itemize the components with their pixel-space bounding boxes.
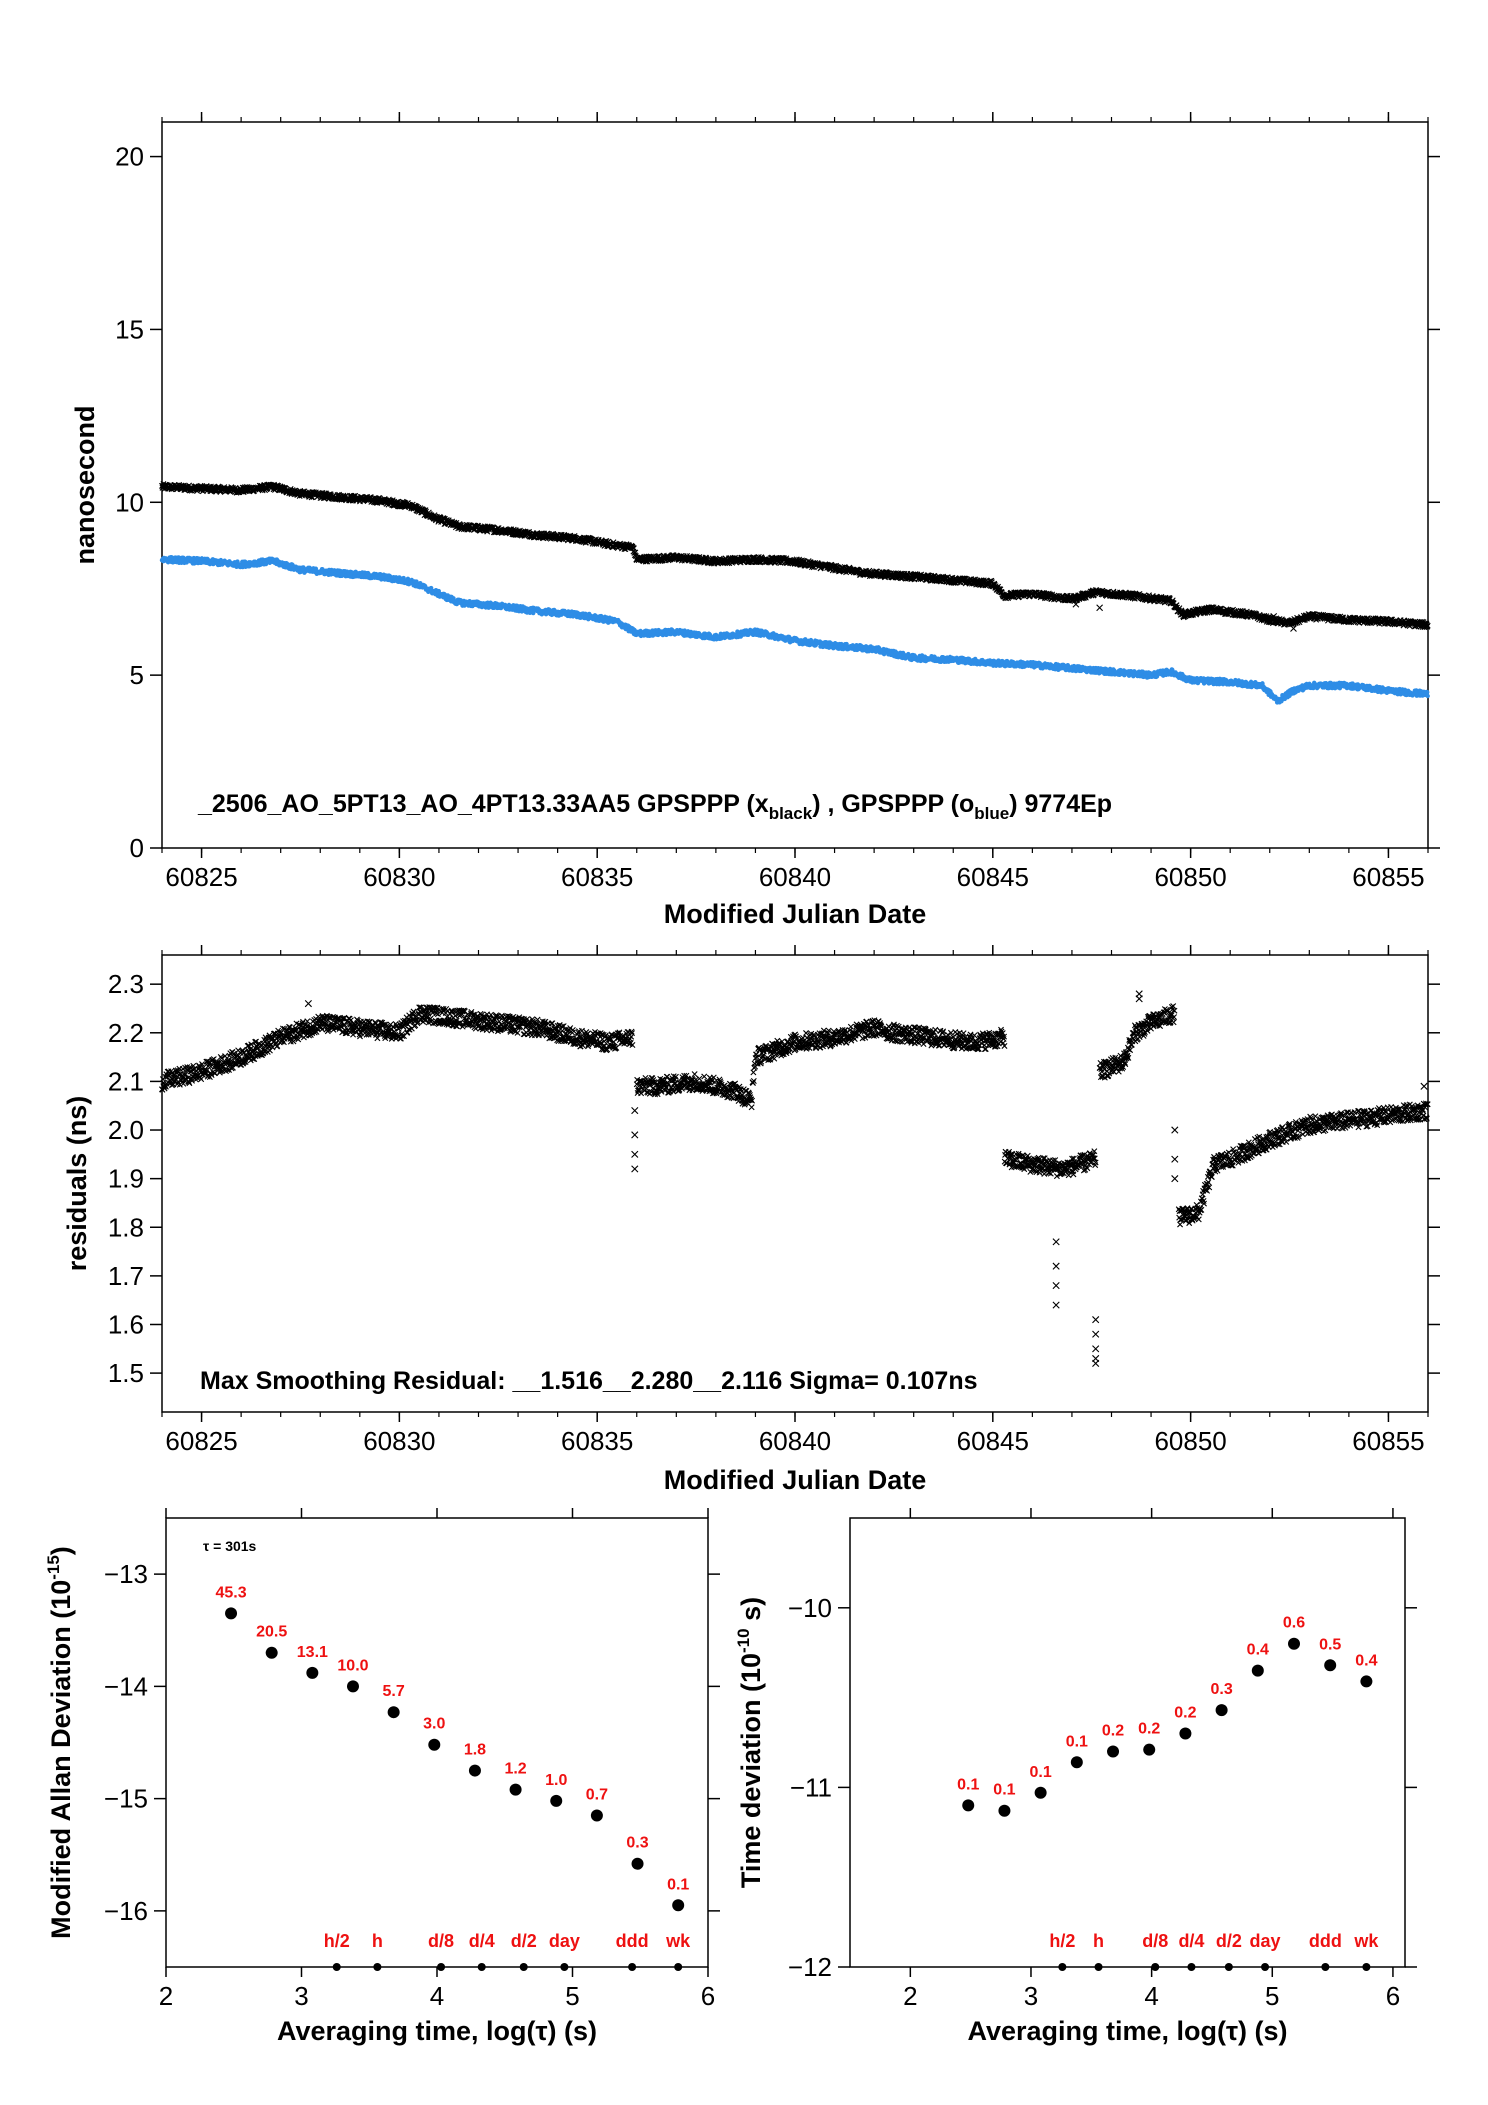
x-tick-label: 60855 [1352,862,1424,892]
phase-series-black [159,481,1431,631]
x-tick-label: 60850 [1154,862,1226,892]
phase-series-blue [159,554,1430,705]
y-tick-label: 0 [130,833,144,863]
phase-plot: 60825 60830 60835 60840 60845 60850 60855 0 5 10 1… [70,112,1440,929]
y-tick-label: 5 [130,660,144,690]
x-tick-label: 60835 [561,862,633,892]
x-tick-label: 60845 [957,862,1029,892]
x-tick-label: 60825 [165,862,237,892]
y-tick-label: 15 [115,314,144,344]
y-tick-label: 20 [115,142,144,172]
y-tick-label: 10 [115,487,144,517]
x-tick-label: 60830 [363,862,435,892]
x-tick-label: 60840 [759,862,831,892]
plot-frame [161,121,1429,849]
